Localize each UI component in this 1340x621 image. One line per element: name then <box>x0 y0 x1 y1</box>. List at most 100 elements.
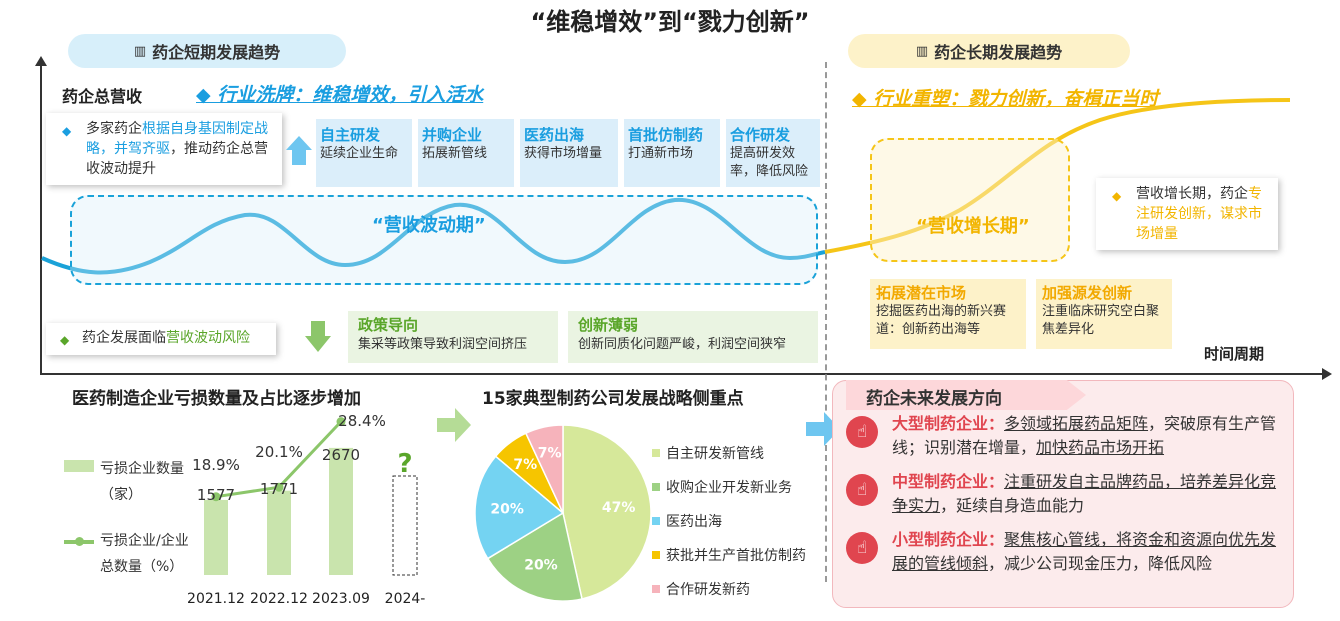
future-panel <box>832 380 1294 608</box>
future-item-medium: ☝ 中型制药企业：注重研发自主品牌药品，培养差异化竞争实力，延续自身造血能力 <box>846 470 1290 518</box>
pie-legend-item: 自主研发新管线 <box>652 436 806 470</box>
pie-legend-label: 获批并生产首批仿制药 <box>666 548 806 564</box>
pie-slice <box>486 511 583 602</box>
pie-legend-swatch <box>652 551 660 559</box>
strategy-box-body: 拓展新管线 <box>422 146 488 161</box>
hand-icon: ☝ <box>846 416 878 448</box>
legend-bar: 亏损企业数量（家） <box>64 456 194 508</box>
growth-label: “营收增长期” <box>916 216 1030 237</box>
risk-note-pre: 药企发展面临 <box>82 330 166 346</box>
bar-label: 1577 <box>197 486 235 504</box>
loss-chart: ? 18.9% 20.1% 28.4% 1577 1771 2670 2021.12 2022.… <box>187 412 425 607</box>
y-axis-arrow-icon <box>35 56 47 66</box>
future-item-text: 拓展药品矩阵 <box>1052 414 1149 433</box>
unknown-mark: ? <box>397 449 412 479</box>
strategy-box: 合作研发 提高研发效率，降低风险 <box>726 119 820 187</box>
future-item-text: ，突破原有生产管线；识别潜在增量， <box>892 414 1277 457</box>
strategy-note-pre: 多家药企 <box>86 121 142 137</box>
hand-icon: ☝ <box>846 532 878 564</box>
future-item-large: ☝ 大型制药企业：多领域拓展药品矩阵，突破原有生产管线；识别潜在增量，加快药品市… <box>846 412 1290 460</box>
bar-label: 2670 <box>322 446 360 464</box>
risk-box: 政策导向 集采等政策导致利润空间挤压 <box>348 311 558 363</box>
strategy-box: 首批仿制药 打通新市场 <box>624 119 720 187</box>
legend-bar-swatch <box>64 460 94 472</box>
strategy-box-head: 并购企业 <box>422 126 483 144</box>
short-term-headline: ◆ 行业洗牌：维稳增效，引入活水 <box>196 84 484 106</box>
pie-legend-item: 收购企业开发新业务 <box>652 470 806 504</box>
long-term-box-head: 加强源发创新 <box>1042 284 1133 302</box>
short-term-label: 药企短期发展趋势 <box>152 43 281 62</box>
pie-legend-label: 收购企业开发新业务 <box>666 480 792 496</box>
legend-bar-label: 亏损企业数量（家） <box>100 461 184 503</box>
pie-label: 7% <box>538 445 562 461</box>
pie-legend-swatch <box>652 449 660 457</box>
x-axis <box>40 373 1323 375</box>
legend-line: 亏损企业/企业总数量（%） <box>64 528 194 580</box>
pie-slice <box>474 455 565 560</box>
long-term-box-body: 挖掘医药出海的新兴赛道：创新药出海等 <box>876 304 1007 337</box>
risk-box-head: 创新薄弱 <box>578 316 639 334</box>
diamond-icon: ◆ <box>60 333 70 347</box>
strategy-box: 自主研发 延续企业生命 <box>316 119 412 187</box>
x-tick-label: 2022.12 <box>250 591 308 607</box>
fluctuation-label: “营收波动期” <box>372 215 486 236</box>
pie-label: 47% <box>602 500 636 516</box>
pie-slice <box>524 424 564 514</box>
diamond-icon: ◆ <box>1112 189 1122 203</box>
bar <box>267 490 291 575</box>
period-divider <box>825 62 827 582</box>
line-label: 20.1% <box>255 443 303 461</box>
hand-icon: ☝ <box>846 474 878 506</box>
strategy-box-body: 获得市场增量 <box>524 146 603 161</box>
page-title: “维稳增效”到“戮力创新” <box>530 8 810 36</box>
growth-note: ◆ 营收增长期，药企专注研发创新，谋求市场增量 <box>1096 178 1278 250</box>
strategy-box-head: 合作研发 <box>730 126 791 144</box>
strategy-chart-title: 15家典型制药公司发展战略侧重点 <box>482 389 744 409</box>
strategy-box-head: 医药出海 <box>524 126 585 144</box>
bar <box>329 447 353 575</box>
future-title: 药企未来发展方向 <box>846 380 1086 410</box>
line-point <box>274 482 284 492</box>
y-axis <box>40 62 42 374</box>
future-item-text: 注重研发自主品牌药品，培养差异化竞争实力 <box>892 472 1277 515</box>
long-term-label: 药企长期发展趋势 <box>934 43 1063 62</box>
long-term-box: 拓展潜在市场 挖掘医药出海的新兴赛道：创新药出海等 <box>870 279 1026 349</box>
pie-label: 20% <box>524 557 558 573</box>
right-arrow-icon <box>806 412 840 446</box>
risk-note-highlight: 营收波动风险 <box>166 330 250 346</box>
pie-legend-label: 医药出海 <box>666 514 722 530</box>
strategy-box-head: 自主研发 <box>320 126 381 144</box>
strategy-box-body: 延续企业生命 <box>320 146 399 161</box>
line-label: 18.9% <box>192 456 240 474</box>
pie-legend: 自主研发新管线收购企业开发新业务 医药出海获批并生产首批仿制药 合作研发新药 <box>652 436 806 606</box>
pie-legend-label: 合作研发新药 <box>666 582 750 598</box>
x-axis-label: 时间周期 <box>1204 345 1265 363</box>
line-label: 28.4% <box>338 412 386 430</box>
line-point <box>211 492 221 502</box>
pie-legend-swatch <box>652 585 660 593</box>
strategy-box: 并购企业 拓展新管线 <box>418 119 514 187</box>
growth-note-pre: 营收增长期，药企 <box>1136 186 1248 202</box>
strategy-box-body: 打通新市场 <box>628 146 694 161</box>
up-arrow-icon <box>286 136 312 150</box>
future-item-text: 多领域 <box>1004 414 1053 433</box>
risk-box-body: 集采等政策导致利润空间挤压 <box>358 337 528 352</box>
future-item-text: 加快药品市场开拓 <box>1036 438 1165 457</box>
long-term-box: 加强源发创新 注重临床研究空白聚焦差异化 <box>1036 279 1172 349</box>
x-tick-label: 2023.09 <box>312 591 370 607</box>
pie-legend-item: 合作研发新药 <box>652 572 806 606</box>
short-term-pill: ▥ 药企短期发展趋势 <box>68 34 346 68</box>
bar-placeholder <box>392 475 418 576</box>
pie-label: 7% <box>513 457 537 473</box>
strategy-note: ◆ 多家药企根据自身基因制定战略，并驾齐驱，推动药企总营收波动提升 <box>46 113 282 185</box>
pie-slice <box>562 424 652 600</box>
bars-icon: ▥ <box>915 43 929 59</box>
long-term-box-body: 注重临床研究空白聚焦差异化 <box>1042 304 1160 337</box>
fluctuation-zone: “营收波动期” <box>70 195 818 285</box>
future-item-text: 聚焦核心管线，将资金和资源向优先发展的管线倾斜 <box>892 530 1277 573</box>
right-arrow-icon <box>437 408 471 442</box>
legend-line-swatch <box>64 537 94 546</box>
future-item-head: 小型制药企业： <box>892 530 1005 549</box>
x-tick-label: 2021.12 <box>187 591 245 607</box>
